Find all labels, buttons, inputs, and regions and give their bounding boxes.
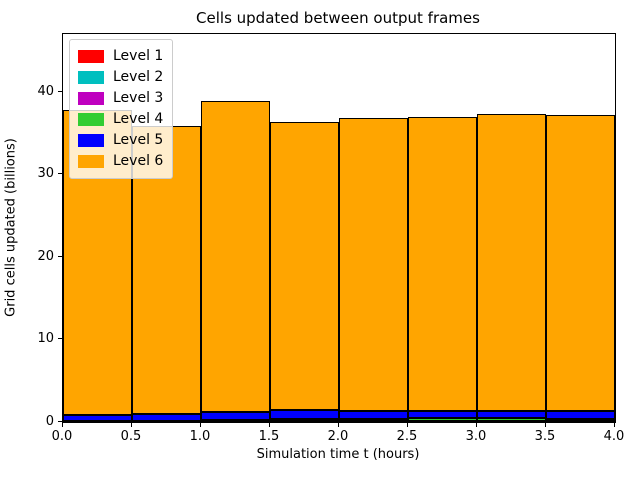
legend-label: Level 3 xyxy=(113,90,164,106)
y-tick-label: 30 xyxy=(37,166,54,182)
y-axis-label: Grid cells updated (billions) xyxy=(3,138,19,317)
legend-swatch-icon xyxy=(78,71,104,84)
y-tick-label: 0 xyxy=(45,414,54,429)
y-tick-mark xyxy=(58,90,63,92)
bar-segment-level-5 xyxy=(201,411,270,421)
x-tick-mark xyxy=(200,422,201,427)
legend-swatch-icon xyxy=(78,113,104,126)
bar-segment-level-5 xyxy=(132,414,201,421)
x-tick-label: 4.0 xyxy=(603,429,625,444)
bar-segment-level-4 xyxy=(477,418,546,422)
x-tick-label: 3.0 xyxy=(465,429,487,444)
bar-segment-level-4 xyxy=(339,418,408,422)
x-axis-label: Simulation time t (hours) xyxy=(256,447,420,462)
bar-segment-level-4 xyxy=(270,418,339,422)
legend-label: Level 5 xyxy=(113,132,164,148)
bar-segment-level-5 xyxy=(339,410,408,419)
x-tick-label: 3.5 xyxy=(534,429,556,444)
bar-segment-level-6 xyxy=(477,114,546,411)
x-tick-mark xyxy=(62,422,63,427)
y-tick-mark xyxy=(58,173,63,175)
x-tick-mark xyxy=(545,422,546,427)
bar-segment-level-4 xyxy=(408,418,477,422)
x-tick-label: 2.0 xyxy=(327,429,349,444)
bar-segment-level-5 xyxy=(63,414,132,421)
legend-swatch-icon xyxy=(78,50,104,63)
bar-segment-level-5 xyxy=(270,410,339,419)
x-tick-label: 2.5 xyxy=(396,429,418,444)
legend-label: Level 4 xyxy=(113,111,164,127)
legend-entry-level-1: Level 1 xyxy=(78,46,163,67)
legend-entry-level-3: Level 3 xyxy=(78,88,163,109)
bar-segment-level-6 xyxy=(201,100,270,412)
legend: Level 1 Level 2 Level 3 Level 4 Level 5 Level… xyxy=(69,39,174,179)
y-tick-mark xyxy=(58,338,63,340)
x-tick-mark xyxy=(614,422,615,427)
legend-label: Level 1 xyxy=(113,48,164,64)
x-tick-label: 1.0 xyxy=(189,429,211,444)
bar-segment-level-6 xyxy=(339,118,408,411)
x-tick-label: 1.5 xyxy=(258,429,280,444)
legend-entry-level-6: Level 6 xyxy=(78,151,163,172)
bar-segment-level-6 xyxy=(270,122,339,411)
y-tick-label: 40 xyxy=(37,83,54,99)
legend-label: Level 2 xyxy=(113,69,164,85)
x-tick-mark xyxy=(407,422,408,427)
bar-segment-level-6 xyxy=(408,116,477,411)
legend-swatch-icon xyxy=(78,92,104,105)
bar-segment-level-5 xyxy=(408,410,477,419)
bar-segment-level-4 xyxy=(546,418,615,422)
legend-swatch-icon xyxy=(78,155,104,168)
x-tick-label: 0.5 xyxy=(120,429,142,444)
legend-entry-level-5: Level 5 xyxy=(78,130,163,151)
chart-title: Cells updated between output frames xyxy=(196,9,480,27)
y-tick-label: 10 xyxy=(37,331,54,347)
bar-segment-level-6 xyxy=(546,114,615,412)
x-tick-label: 0.0 xyxy=(51,429,73,444)
legend-entry-level-4: Level 4 xyxy=(78,109,163,130)
x-tick-mark xyxy=(131,422,132,427)
x-tick-mark xyxy=(269,422,270,427)
x-tick-mark xyxy=(476,422,477,427)
y-tick-mark xyxy=(58,255,63,257)
y-tick-mark xyxy=(58,421,63,422)
bar-segment-level-5 xyxy=(477,410,546,419)
y-tick-label: 20 xyxy=(37,248,54,264)
legend-label: Level 6 xyxy=(113,153,164,169)
legend-entry-level-2: Level 2 xyxy=(78,67,163,88)
legend-swatch-icon xyxy=(78,134,104,147)
x-tick-mark xyxy=(338,422,339,427)
bar-segment-level-5 xyxy=(546,411,615,419)
